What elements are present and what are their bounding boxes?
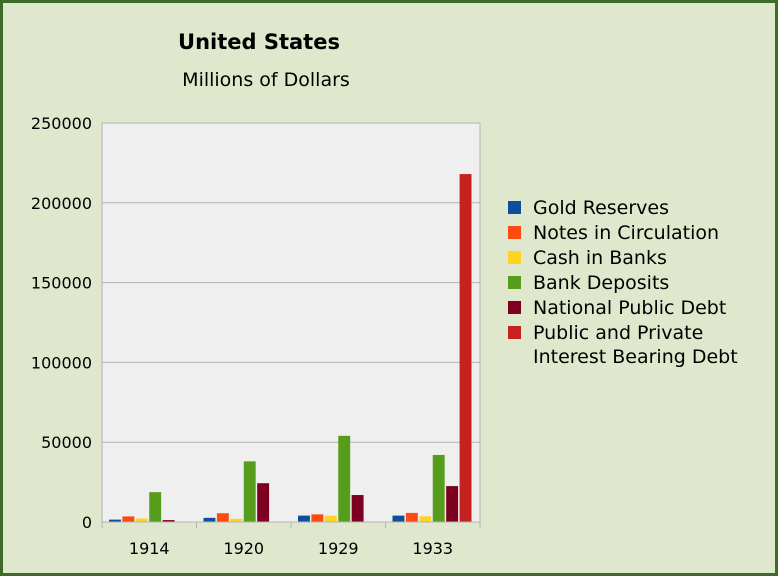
y-tick-label: 100000: [31, 353, 92, 372]
legend-label: Public and Private Interest Bearing Debt: [533, 322, 738, 368]
bar: [122, 516, 135, 522]
legend: Gold Reserves Notes in Circulation Cash in…: [508, 196, 770, 370]
legend-swatch: [508, 326, 521, 339]
legend-swatch: [508, 301, 521, 314]
legend-item: Notes in Circulation: [508, 221, 770, 245]
bar: [446, 486, 459, 522]
bar: [459, 174, 472, 522]
chart-subtitle: Millions of Dollars: [182, 69, 350, 91]
legend-label: National Public Debt: [533, 297, 727, 319]
axes: [101, 521, 481, 528]
bar: [405, 512, 418, 522]
bar: [338, 435, 351, 522]
bar: [432, 454, 445, 522]
bar: [230, 518, 243, 522]
y-tick-label: 200000: [31, 194, 92, 213]
legend-item: Bank Deposits: [508, 271, 770, 295]
legend-swatch: [508, 201, 521, 214]
gridlines: [102, 122, 480, 443]
bar: [257, 483, 270, 522]
legend-item: Cash in Banks: [508, 246, 770, 270]
legend-label: Notes in Circulation: [533, 222, 720, 244]
bar: [351, 495, 364, 522]
legend-swatch: [508, 251, 521, 264]
legend-swatch: [508, 226, 521, 239]
bar: [216, 513, 229, 522]
y-tick-label: 50000: [41, 433, 92, 452]
legend-item: National Public Debt: [508, 296, 770, 320]
y-axis-ticks: 0 50000 100000 150000 200000 250000: [31, 114, 92, 532]
bar: [135, 518, 148, 522]
x-tick-label: 1933: [412, 539, 453, 558]
bar: [203, 517, 216, 522]
bar: [311, 514, 324, 522]
bars: [109, 174, 472, 522]
plot-area: [101, 122, 481, 523]
bar: [162, 520, 175, 522]
bar: [392, 515, 405, 522]
legend-label: Bank Deposits: [533, 272, 670, 294]
x-tick-label: 1914: [129, 539, 170, 558]
legend-label: Gold Reserves: [533, 197, 669, 219]
y-tick-label: 0: [82, 513, 92, 532]
chart-title: United States: [178, 30, 340, 54]
x-tick-label: 1920: [223, 539, 264, 558]
bar: [243, 461, 256, 522]
bar: [109, 519, 121, 522]
legend-label: Cash in Banks: [533, 247, 667, 269]
x-tick-label: 1929: [318, 539, 359, 558]
y-tick-label: 150000: [31, 274, 92, 293]
x-axis-ticks: 1914 1920 1929 1933: [129, 539, 453, 558]
y-tick-label: 250000: [31, 114, 92, 133]
bar: [324, 515, 337, 522]
legend-item: Public and Private Interest Bearing Debt: [508, 321, 770, 369]
legend-swatch: [508, 276, 521, 289]
bar: [419, 516, 432, 522]
legend-item: Gold Reserves: [508, 196, 770, 220]
bar: [149, 492, 162, 522]
bar: [298, 515, 310, 522]
